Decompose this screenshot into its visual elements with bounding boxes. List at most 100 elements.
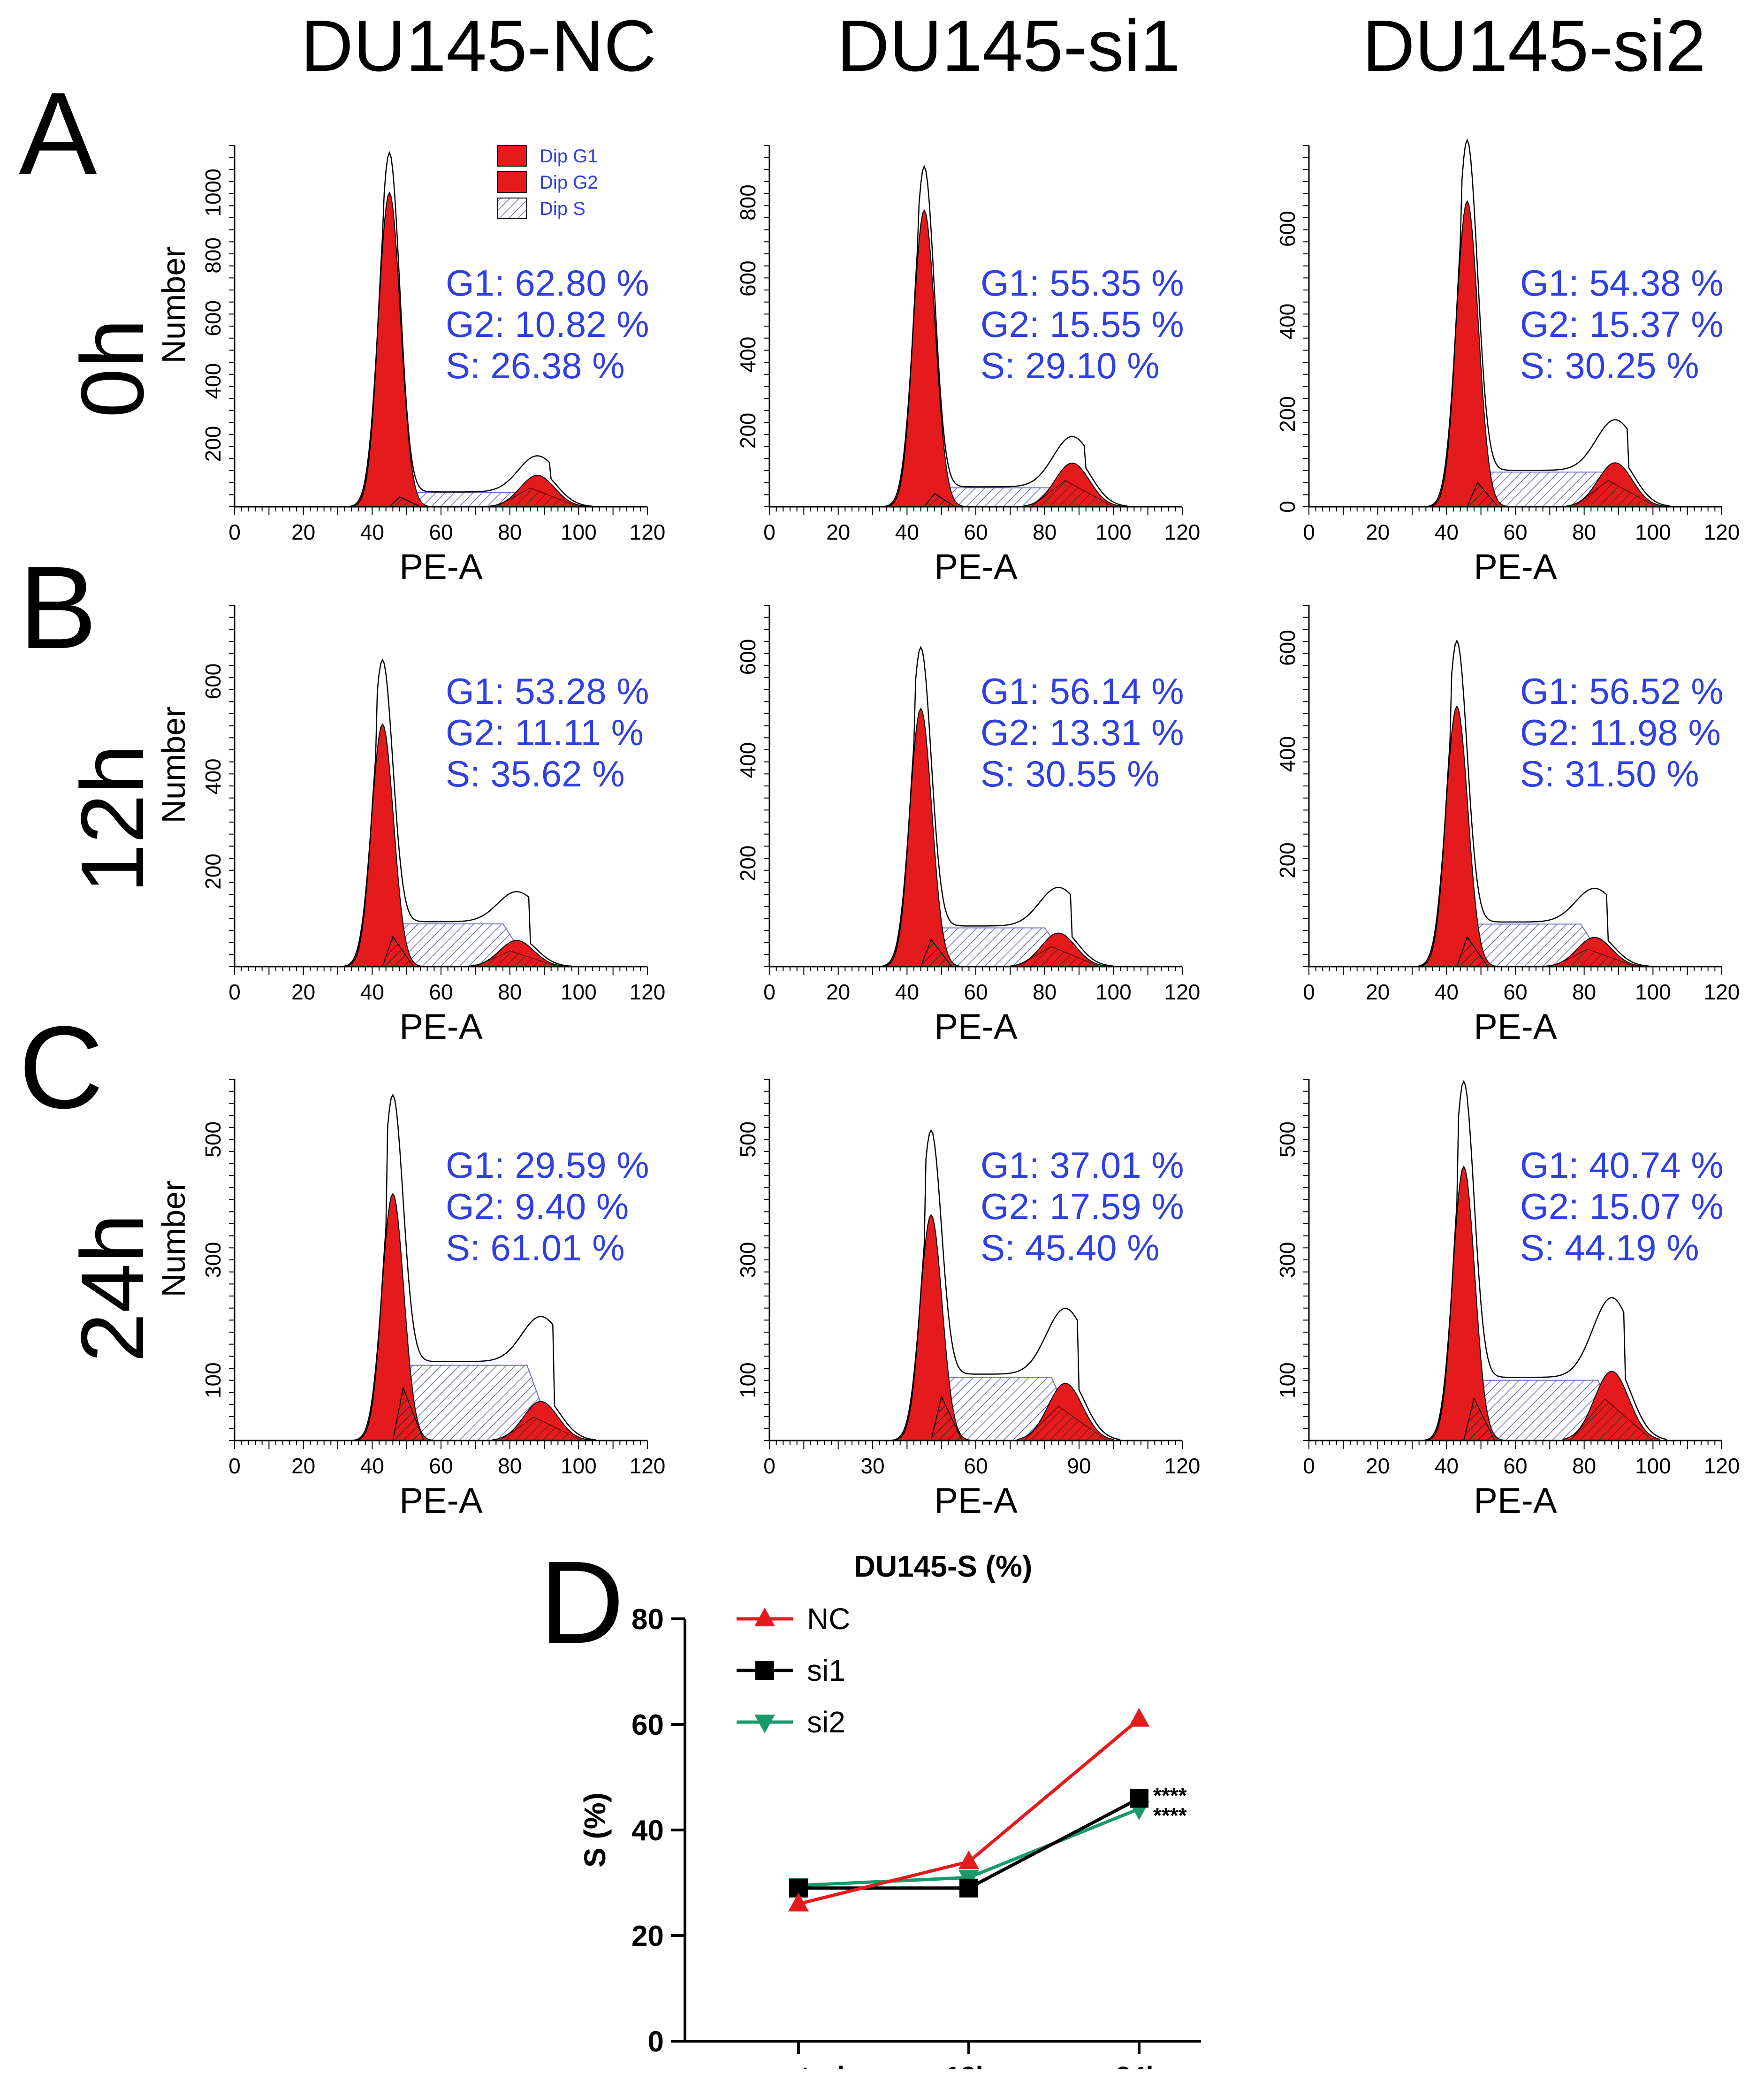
y-tick-label: 500	[736, 1121, 760, 1158]
y-tick-label: 400	[736, 336, 760, 373]
g1-peak	[1425, 200, 1509, 507]
y-tick-label: 400	[736, 742, 760, 778]
cell-cycle-stats: G1: 56.52 % G2: 11.98 % S: 31.50 %	[1520, 671, 1724, 795]
x-tick-label: 60	[964, 1454, 988, 1478]
x-tick-label: 100	[561, 520, 597, 544]
y-tick-label: 600	[201, 663, 225, 700]
stat-g2: G2: 15.37 %	[1520, 304, 1724, 345]
x-tick-label: 40	[1435, 980, 1459, 1004]
envelope-line	[872, 646, 1114, 968]
y-axis-label: S (%)	[578, 1792, 612, 1868]
stat-g2: G2: 17.59 %	[981, 1186, 1184, 1227]
envelope-line	[1408, 639, 1650, 968]
legend-marker-si1	[755, 1661, 774, 1680]
stat-s: S: 35.62 %	[446, 753, 625, 794]
cell-cycle-stats: G1: 55.35 % G2: 15.55 % S: 29.10 %	[981, 262, 1184, 387]
y-tick-label: 300	[736, 1242, 760, 1278]
x-tick-label: 20	[1366, 980, 1390, 1004]
stat-g1: G1: 53.28 %	[446, 671, 649, 712]
x-tick-label: 100	[561, 1454, 597, 1478]
x-tick-label: 60	[1503, 1454, 1527, 1478]
panel-letter-c: C	[19, 1002, 104, 1133]
legend-item-NC: NC	[737, 1602, 850, 1636]
series-si1	[789, 1789, 1148, 1898]
stat-g1: G1: 56.14 %	[981, 671, 1184, 712]
y-tick-label: 60	[631, 1709, 664, 1741]
significance-si1: ****	[1153, 1784, 1187, 1808]
cell-cycle-stats: G1: 56.14 % G2: 13.31 % S: 30.55 %	[981, 671, 1184, 795]
cell-cycle-stats: G1: 37.01 % G2: 17.59 % S: 45.40 %	[981, 1144, 1184, 1269]
g1-peak	[1415, 705, 1499, 967]
stat-g2: G2: 11.11 %	[446, 712, 644, 753]
g1-peak	[351, 1192, 435, 1441]
row-label-12h: 12h	[63, 744, 162, 893]
row-label-0h: 0h	[63, 319, 162, 418]
x-tick-label: 20	[291, 1454, 315, 1478]
y-tick-label: 800	[201, 237, 225, 274]
legend: Dip G1 Dip G2 Dip S	[497, 145, 598, 219]
x-tick-label: 40	[895, 520, 919, 544]
y-tick-label: 200	[736, 413, 760, 449]
y-tick-label: 100	[736, 1362, 760, 1398]
stat-g2: G2: 10.82 %	[446, 304, 649, 345]
y-tick-label: 300	[201, 1242, 225, 1278]
y-axis-label: Number	[155, 1180, 192, 1297]
x-tick-label: 120	[1704, 980, 1740, 1004]
histogram-0h-1: 0 20 40 60 80 100 120 200 400 600 800	[736, 145, 1200, 544]
x-tick-label: 0	[228, 1454, 241, 1478]
y-tick-label: 400	[201, 363, 225, 399]
legend-swatch-g2	[497, 171, 527, 193]
stat-g1: G1: 56.52 %	[1520, 671, 1724, 712]
x-tick-label: 80	[1572, 1454, 1596, 1478]
stat-s: S: 44.19 %	[1520, 1227, 1699, 1268]
x-tick-label: control	[753, 2061, 845, 2069]
x-tick-label: 20	[826, 980, 850, 1004]
x-tick-label: 20	[1366, 1454, 1390, 1478]
x-axis-label: PE-A	[934, 1481, 1018, 1521]
y-tick-label: 800	[736, 184, 760, 221]
x-tick-label: 100	[1095, 520, 1132, 544]
y-tick-label: 200	[201, 854, 225, 890]
y-tick-label: 200	[1275, 842, 1300, 878]
x-tick-label: 120	[1164, 980, 1201, 1004]
y-tick-label: 400	[201, 758, 225, 794]
x-tick-label: 40	[1435, 1454, 1459, 1478]
x-tick-label: 120	[630, 980, 666, 1004]
stat-s: S: 30.55 %	[981, 753, 1160, 794]
envelope-line	[882, 1129, 1121, 1441]
x-tick-label: 90	[1067, 1454, 1091, 1478]
stat-g1: G1: 37.01 %	[981, 1144, 1184, 1186]
y-tick-label: 200	[201, 426, 225, 462]
stat-g2: G2: 15.07 %	[1520, 1186, 1724, 1227]
row-label-24h: 24h	[63, 1213, 162, 1363]
histogram-12h-0: 0 20 40 60 80 100 120 200 400 600	[201, 605, 665, 1004]
y-tick-label: 400	[1275, 736, 1300, 772]
envelope-line	[1419, 138, 1671, 508]
histogram-0h-2: 0 20 40 60 80 100 120 0 200 400 600	[1275, 138, 1740, 544]
stat-g1: G1: 40.74 %	[1520, 1144, 1724, 1186]
x-tick-label: 100	[561, 980, 597, 1004]
g1-peak	[348, 191, 431, 507]
y-tick-label: 600	[1275, 630, 1300, 666]
legend-swatch-g1	[497, 145, 527, 167]
y-tick-label: 80	[631, 1603, 664, 1636]
x-tick-label: 120	[1164, 1454, 1201, 1478]
y-tick-label: 200	[1275, 396, 1300, 432]
g1-peak	[889, 1213, 973, 1441]
x-axis-label: PE-A	[399, 1481, 483, 1521]
x-tick-label: 24h	[1116, 2061, 1163, 2069]
histogram-24h-2: 0 20 40 60 80 100 120 100 300 500	[1275, 1079, 1740, 1478]
x-tick-label: 40	[895, 980, 919, 1004]
stat-s: S: 31.50 %	[1520, 753, 1699, 794]
envelope-line	[344, 1093, 596, 1441]
y-tick-label: 600	[1275, 211, 1300, 247]
stat-s: S: 26.38 %	[446, 345, 625, 386]
x-tick-label: 60	[429, 1454, 453, 1478]
y-tick-label: 400	[1275, 304, 1300, 340]
y-axis-label: Number	[155, 706, 192, 824]
g1-peak	[1422, 1165, 1505, 1441]
cell-cycle-stats: G1: 62.80 % G2: 10.82 % S: 26.38 %	[446, 262, 649, 387]
x-tick-label: 80	[1572, 520, 1596, 544]
x-tick-label: 60	[429, 520, 453, 544]
x-tick-label: 100	[1635, 980, 1671, 1004]
